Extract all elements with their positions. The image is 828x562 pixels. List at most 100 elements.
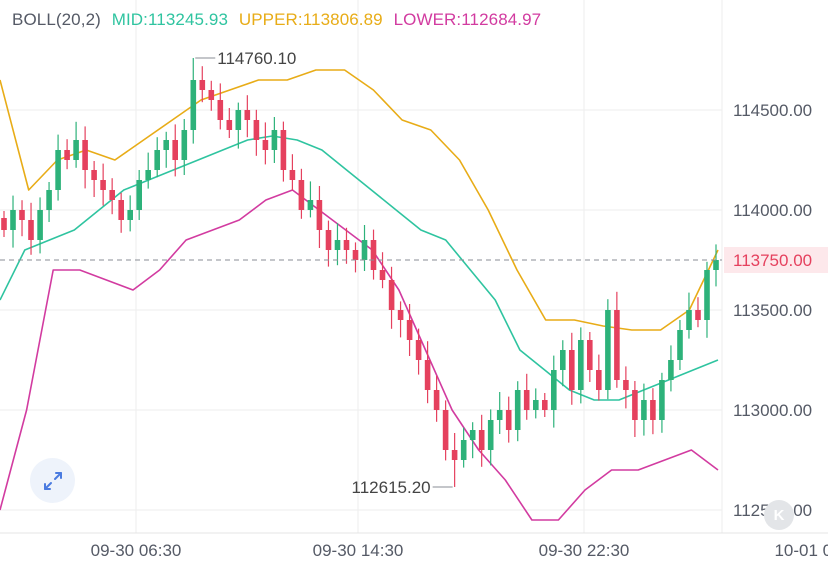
bollinger-bands — [0, 69, 719, 521]
candle-body — [704, 270, 710, 320]
candle-body — [695, 310, 701, 320]
candle-body — [487, 420, 494, 450]
candle-body — [289, 170, 296, 180]
candle-body — [686, 310, 692, 330]
candle-body — [307, 200, 314, 210]
candle-body — [569, 350, 575, 390]
candle-body — [641, 400, 647, 420]
candle-body — [505, 410, 512, 430]
x-tick-label: 09-30 06:30 — [91, 541, 182, 560]
candle-body — [442, 410, 449, 450]
candle-body — [163, 140, 169, 150]
candle-body — [280, 130, 287, 170]
candle-body — [352, 250, 359, 260]
candle-body — [433, 390, 440, 410]
indicator-legend: BOLL(20,2) MID:113245.93 UPPER:113806.89… — [12, 10, 547, 30]
candle-body — [190, 80, 197, 130]
candle-body — [388, 280, 395, 310]
mid-value: MID:113245.93 — [111, 10, 229, 29]
candle-body — [578, 340, 584, 390]
current-price-tag — [724, 247, 828, 273]
candle-body — [523, 390, 530, 410]
candle-body — [100, 180, 106, 190]
lower-band-line — [0, 189, 719, 521]
candle-body — [587, 340, 593, 370]
candle-body — [451, 450, 458, 460]
candle-body — [469, 430, 476, 440]
candle-body — [623, 380, 629, 390]
candle-body — [127, 210, 133, 220]
candle-body — [253, 120, 260, 140]
candle-body — [596, 370, 602, 390]
candle-body — [91, 170, 97, 180]
candle-body — [614, 310, 620, 380]
candle-body — [262, 140, 269, 150]
lower-value: LOWER:112684.97 — [393, 10, 542, 29]
kline-zoom-button[interactable]: K — [764, 500, 794, 530]
candle-body — [298, 180, 305, 210]
candle-body — [343, 240, 350, 250]
candle-body — [172, 140, 178, 160]
upper-value: UPPER:113806.89 — [238, 10, 383, 29]
candle-body — [316, 200, 323, 230]
candle-body — [460, 440, 467, 460]
candle-body — [217, 100, 224, 120]
candle-body — [713, 260, 719, 270]
candle-body — [199, 80, 206, 90]
x-tick-label: 09-30 22:30 — [539, 541, 630, 560]
candle-body — [145, 170, 151, 180]
candle-body — [677, 330, 683, 360]
candle-body — [19, 210, 25, 220]
y-tick-label: 113000.00 — [733, 401, 812, 420]
candle-body — [533, 400, 539, 410]
candle-body — [109, 190, 115, 200]
k-letter: K — [773, 506, 785, 524]
candle-body — [397, 310, 404, 320]
high-price-label: 114760.10 — [217, 49, 296, 68]
x-tick-label: 09-30 14:30 — [313, 541, 404, 560]
candle-body — [136, 180, 142, 210]
candle-body — [244, 110, 251, 120]
candle-body — [118, 200, 124, 220]
y-tick-label: 113500.00 — [733, 301, 812, 320]
candle-body — [82, 140, 88, 170]
fullscreen-button[interactable] — [30, 458, 75, 503]
candle-body — [379, 270, 386, 280]
indicator-name: BOLL(20,2) — [12, 10, 101, 29]
y-tick-label: 114000.00 — [733, 201, 812, 220]
chart-overlay: 114500.00114000.00113500.00113000.001125… — [0, 49, 828, 560]
candle-body — [668, 360, 674, 380]
candle-body — [208, 90, 215, 100]
candle-body — [496, 410, 503, 420]
expand-arrows-icon — [43, 471, 62, 490]
y-tick-label: 114500.00 — [733, 101, 812, 120]
low-price-label: 112615.20 — [352, 478, 431, 497]
candle-body — [37, 210, 43, 240]
candle-body — [46, 190, 52, 210]
candle-body — [406, 320, 413, 340]
candle-body — [1, 218, 7, 230]
candle-body — [478, 430, 485, 450]
candle-body — [415, 340, 422, 360]
candle-body — [650, 400, 656, 420]
candle-body — [605, 310, 611, 390]
candle-body — [226, 120, 233, 130]
candle-body — [632, 390, 638, 420]
candle-body — [514, 390, 521, 430]
candle-body — [361, 240, 368, 260]
candle-body — [55, 150, 61, 190]
candle-body — [28, 220, 34, 240]
candle-body — [64, 150, 70, 160]
current-price-label: 113750.00 — [733, 251, 812, 270]
candle-body — [181, 130, 188, 160]
candle-body — [542, 400, 548, 410]
candle-body — [370, 240, 377, 270]
upper-band-line — [0, 69, 719, 331]
candle-body — [10, 210, 16, 230]
candle-body — [424, 360, 431, 390]
candle-body — [334, 240, 341, 250]
candle-body — [154, 150, 160, 170]
x-tick-label: 10-01 06 — [774, 541, 828, 560]
candle-body — [271, 130, 278, 150]
